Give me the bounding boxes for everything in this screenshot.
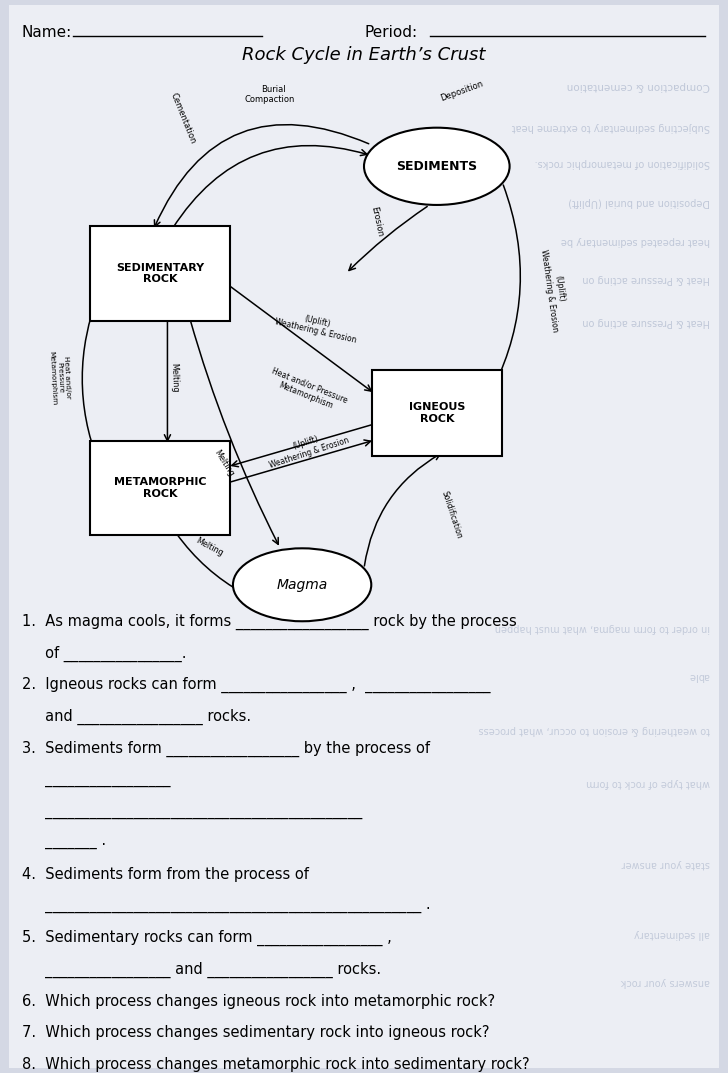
Text: state your answer: state your answer	[622, 858, 710, 869]
Text: Heat and/or Pressure
Metamorphism: Heat and/or Pressure Metamorphism	[266, 367, 348, 414]
Text: all sedimentary: all sedimentary	[634, 928, 710, 939]
Text: of ________________.: of ________________.	[22, 646, 186, 662]
Text: Erosion: Erosion	[370, 206, 384, 238]
FancyBboxPatch shape	[372, 370, 502, 456]
Text: 5.  Sedimentary rocks can form _________________ ,: 5. Sedimentary rocks can form __________…	[22, 930, 392, 946]
Text: Heat & Pressure acting on: Heat & Pressure acting on	[582, 317, 710, 327]
Text: 1.  As magma cools, it forms __________________ rock by the process: 1. As magma cools, it forms ____________…	[22, 614, 517, 630]
Text: Heat and/or
Pressure
Metamorphism: Heat and/or Pressure Metamorphism	[48, 350, 71, 406]
Text: 4.  Sediments form from the process of: 4. Sediments form from the process of	[22, 867, 309, 882]
Text: Subjecting sedimentary to extreme heat: Subjecting sedimentary to extreme heat	[512, 121, 710, 132]
Text: heat repeated sedimentary be: heat repeated sedimentary be	[561, 236, 710, 247]
FancyBboxPatch shape	[90, 226, 231, 321]
Text: SEDIMENTS: SEDIMENTS	[396, 160, 478, 173]
Text: (Uplift)
Weathering & Erosion: (Uplift) Weathering & Erosion	[274, 307, 360, 346]
Text: Solidification of metamorphic rocks.: Solidification of metamorphic rocks.	[534, 158, 710, 168]
Text: Deposition and burial (Uplift): Deposition and burial (Uplift)	[568, 196, 710, 207]
Text: Compaction & cementation: Compaction & cementation	[566, 80, 710, 91]
Text: (Uplift)
Weathering & Erosion: (Uplift) Weathering & Erosion	[265, 425, 349, 470]
Text: _________________: _________________	[22, 773, 170, 787]
Text: to weathering & erosion to occur, what process: to weathering & erosion to occur, what p…	[478, 724, 710, 735]
Text: Burial: Burial	[261, 85, 285, 93]
Text: in order to form magma, what must happen: in order to form magma, what must happen	[494, 622, 710, 633]
Text: Melting: Melting	[170, 363, 180, 393]
Text: ___________________________________________________ .: ________________________________________…	[22, 898, 430, 913]
Text: Solidification: Solidification	[440, 490, 463, 540]
FancyBboxPatch shape	[90, 441, 231, 535]
Text: Compaction: Compaction	[244, 95, 295, 104]
Text: _______ .: _______ .	[22, 835, 106, 850]
Text: and _________________ rocks.: and _________________ rocks.	[22, 709, 251, 725]
Text: 7.  Which process changes sedimentary rock into igneous rock?: 7. Which process changes sedimentary roc…	[22, 1026, 489, 1040]
Text: Rock Cycle in Earth’s Crust: Rock Cycle in Earth’s Crust	[242, 46, 486, 63]
Text: 2.  Igneous rocks can form _________________ ,  _________________: 2. Igneous rocks can form ______________…	[22, 677, 491, 693]
Text: IGNEOUS
ROCK: IGNEOUS ROCK	[408, 402, 465, 424]
FancyBboxPatch shape	[9, 5, 719, 1068]
Ellipse shape	[364, 128, 510, 205]
Text: Cementation: Cementation	[169, 91, 198, 145]
Text: Melting: Melting	[194, 536, 225, 558]
Text: Melting: Melting	[213, 449, 236, 479]
Text: 3.  Sediments form __________________ by the process of: 3. Sediments form __________________ by …	[22, 740, 430, 756]
Text: _________________ and _________________ rocks.: _________________ and _________________ …	[22, 962, 381, 979]
Text: 6.  Which process changes igneous rock into metamorphic rock?: 6. Which process changes igneous rock in…	[22, 994, 495, 1009]
Text: what type of rock to form: what type of rock to form	[586, 778, 710, 789]
Text: able: able	[689, 671, 710, 681]
Text: Heat & Pressure acting on: Heat & Pressure acting on	[582, 274, 710, 284]
Ellipse shape	[233, 548, 371, 621]
Text: METAMORPHIC
ROCK: METAMORPHIC ROCK	[114, 477, 207, 499]
Text: ___________________________________________: ________________________________________…	[22, 804, 362, 819]
Text: 8.  Which process changes metamorphic rock into sedimentary rock?: 8. Which process changes metamorphic roc…	[22, 1057, 529, 1072]
Text: Magma: Magma	[277, 577, 328, 592]
Text: Period:: Period:	[364, 25, 417, 40]
Text: SEDIMENTARY
ROCK: SEDIMENTARY ROCK	[116, 263, 205, 284]
Text: Name:: Name:	[22, 25, 72, 40]
Text: (Uplift)
Weathering & Erosion: (Uplift) Weathering & Erosion	[539, 247, 570, 333]
Text: Deposition: Deposition	[440, 79, 485, 103]
Text: answers your rock: answers your rock	[620, 976, 710, 987]
